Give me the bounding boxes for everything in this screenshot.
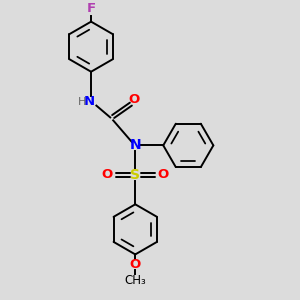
Text: H: H [77,97,86,107]
Text: O: O [130,258,141,271]
Text: O: O [102,168,113,182]
Text: N: N [130,138,141,152]
Text: F: F [86,2,96,16]
Text: N: N [84,95,95,108]
Text: O: O [158,168,169,182]
Text: O: O [128,93,140,106]
Text: S: S [130,168,140,182]
Text: CH₃: CH₃ [124,274,146,287]
